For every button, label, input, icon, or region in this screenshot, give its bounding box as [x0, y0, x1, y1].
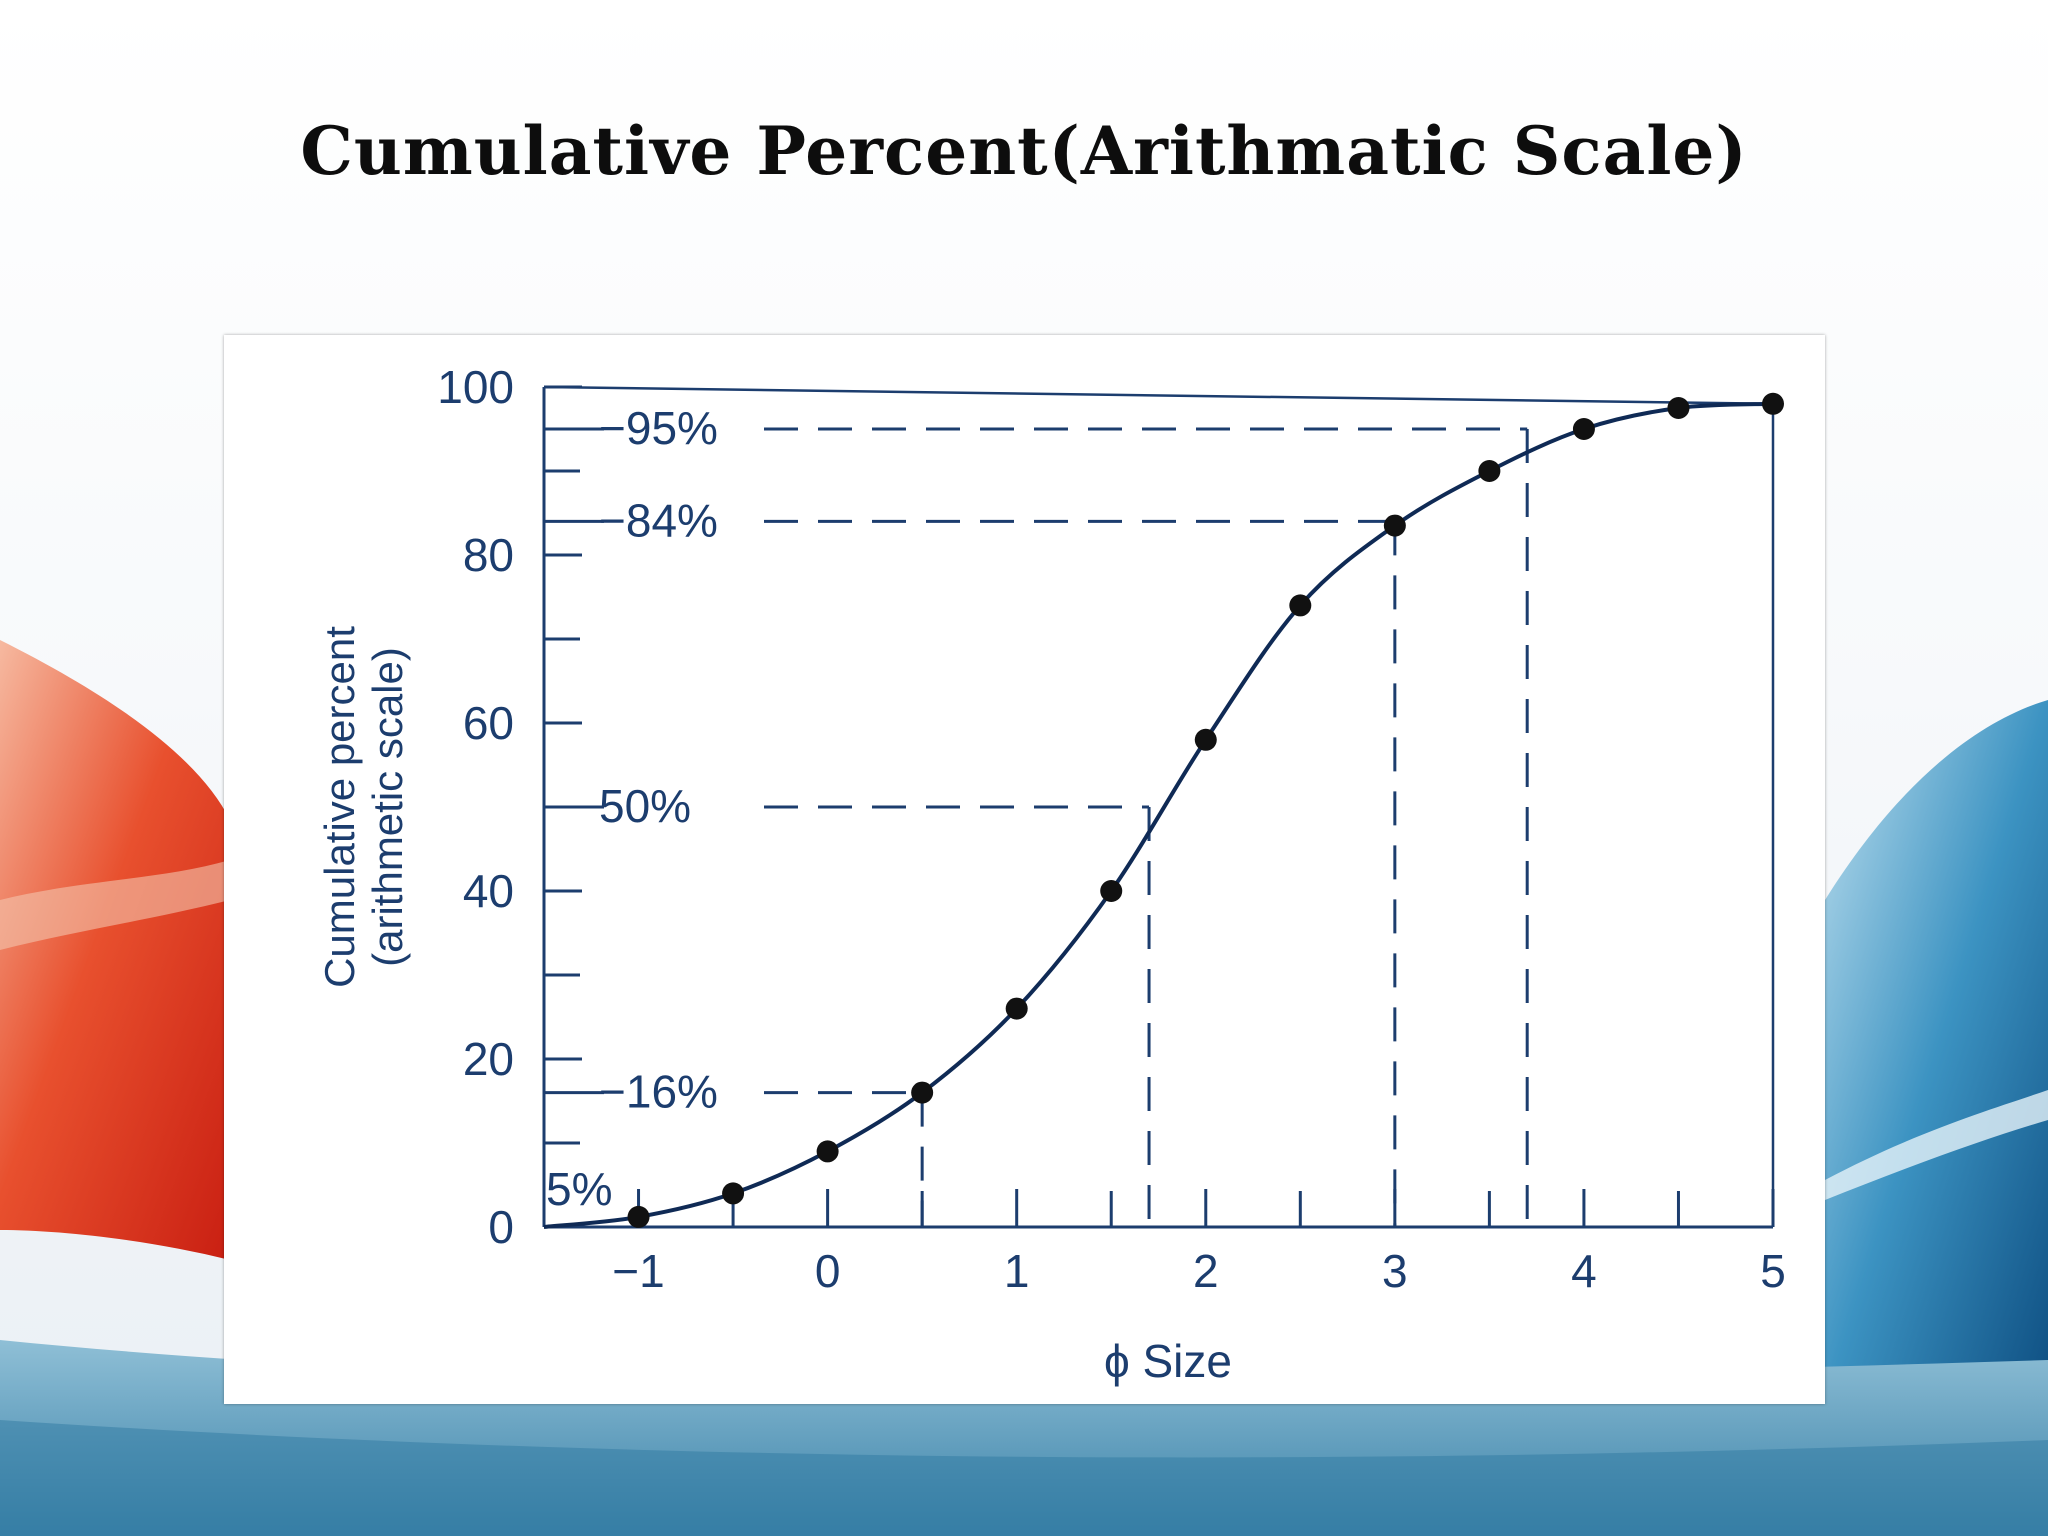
y-tick-label: 100	[437, 361, 514, 413]
x-tick-label: 0	[815, 1245, 841, 1297]
y-tick-label: 60	[463, 697, 514, 749]
cumulative-percent-chart: 0 20 40 60 80 100 −1 0 1 2 3 4 5 ϕ Size Cumulative per…	[316, 361, 1786, 1387]
x-tick-label: 5	[1760, 1245, 1786, 1297]
y-tick-label: 40	[463, 865, 514, 917]
x-tick-label: −1	[612, 1245, 664, 1297]
y-axis-title-line1: Cumulative percent	[316, 626, 363, 988]
annotation-label: −16%	[599, 1066, 718, 1118]
data-point	[1005, 997, 1028, 1020]
slide-title: Cumulative Percent(Arithmatic Scale)	[300, 112, 1748, 190]
cumulative-curve	[543, 401, 1774, 1229]
x-tick-label: 4	[1571, 1245, 1597, 1297]
chart-frame: 0 20 40 60 80 100 −1 0 1 2 3 4 5 ϕ Size Cumulative per…	[224, 335, 1825, 1404]
data-point	[1572, 418, 1595, 440]
y-tick-label: 20	[463, 1033, 514, 1085]
data-point	[1478, 460, 1501, 482]
chart-guides	[544, 427, 1529, 1227]
data-point	[627, 1205, 650, 1228]
data-point	[1100, 880, 1123, 902]
top-frame-line	[543, 385, 1774, 406]
y-axis-title: Cumulative percent(arithmetic scale)	[316, 626, 411, 988]
chart-labels: 0 20 40 60 80 100 −1 0 1 2 3 4 5 ϕ Size Cumulative per…	[316, 361, 1786, 1387]
y-tick-label: 0	[488, 1201, 514, 1253]
x-tick-label: 2	[1193, 1245, 1219, 1297]
data-point	[1762, 392, 1784, 415]
data-point	[816, 1140, 839, 1163]
annotation-label: −84%	[599, 494, 718, 546]
data-point	[722, 1182, 745, 1205]
data-point	[1667, 397, 1690, 419]
chart-curve-layer	[543, 401, 1774, 1229]
x-tick-label: 3	[1382, 1245, 1408, 1297]
data-point	[1194, 728, 1217, 751]
annotation-label: −95%	[599, 402, 718, 454]
y-tick-label: 80	[463, 529, 514, 581]
y-axis-title-line2: (arithmetic scale)	[364, 647, 411, 967]
chart-axes	[542, 385, 1775, 1229]
data-point	[911, 1081, 934, 1104]
x-tick-label: 1	[1004, 1245, 1030, 1297]
data-point	[1383, 514, 1406, 537]
chart-points	[627, 392, 1784, 1228]
x-axis-title: ϕ Size	[1104, 1335, 1232, 1387]
data-point	[1289, 594, 1312, 617]
annotation-label: 5%	[546, 1163, 612, 1215]
annotation-label: 50%	[599, 780, 691, 832]
